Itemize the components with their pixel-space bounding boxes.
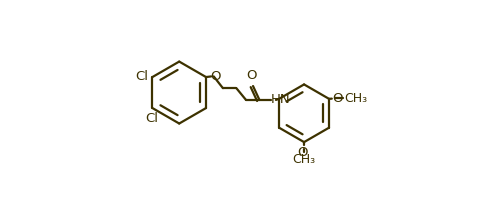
Text: O: O [332, 92, 343, 105]
Text: O: O [298, 146, 308, 159]
Text: HN: HN [271, 93, 291, 106]
Text: Cl: Cl [145, 112, 158, 125]
Text: O: O [211, 70, 221, 83]
Text: O: O [246, 69, 257, 82]
Text: CH₃: CH₃ [292, 154, 316, 166]
Text: Cl: Cl [136, 70, 148, 83]
Text: CH₃: CH₃ [344, 92, 367, 105]
